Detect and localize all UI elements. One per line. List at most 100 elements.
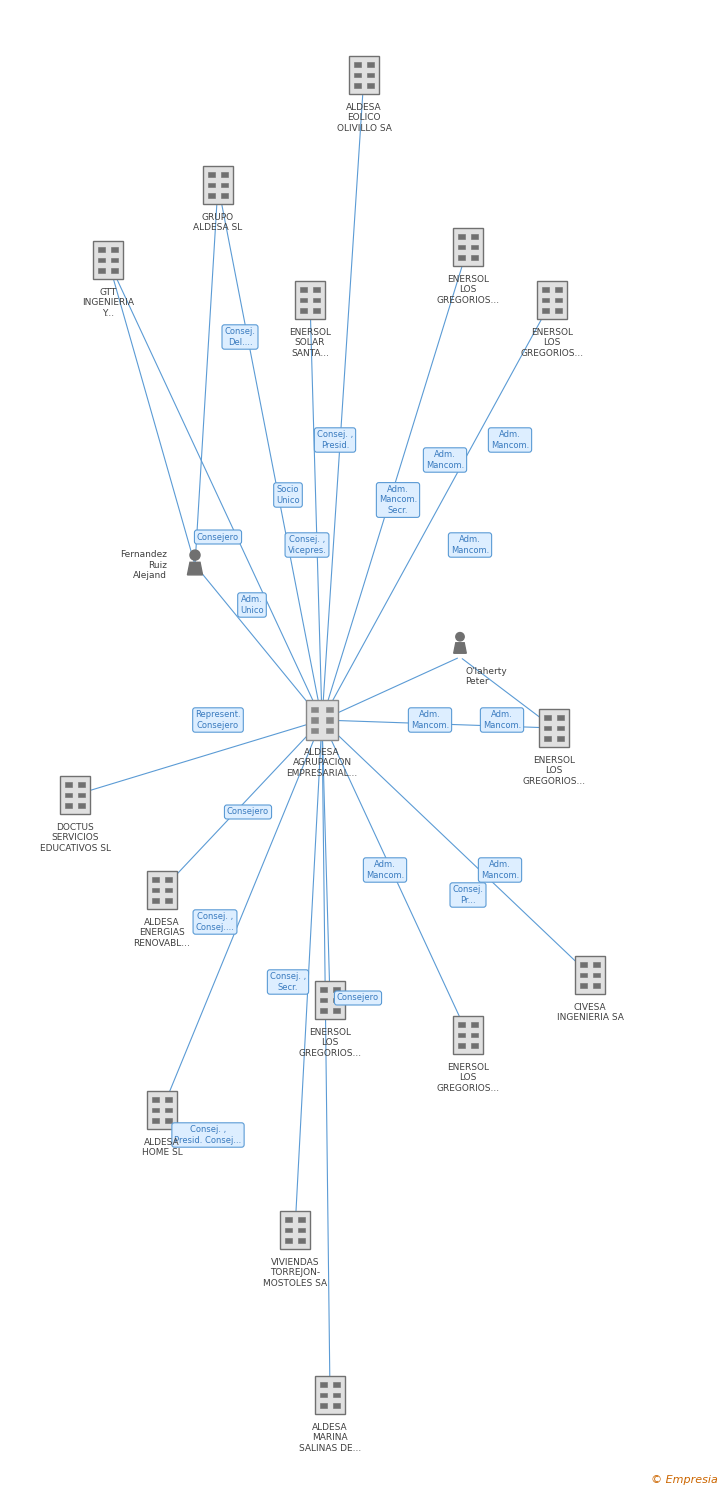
Text: GTT
INGENIERIA
Y...: GTT INGENIERIA Y... xyxy=(82,288,134,318)
FancyBboxPatch shape xyxy=(315,1376,345,1414)
FancyBboxPatch shape xyxy=(471,1042,478,1047)
FancyBboxPatch shape xyxy=(60,776,90,814)
FancyBboxPatch shape xyxy=(152,888,159,892)
FancyBboxPatch shape xyxy=(152,1107,159,1113)
FancyBboxPatch shape xyxy=(458,255,464,260)
FancyBboxPatch shape xyxy=(354,72,360,78)
FancyBboxPatch shape xyxy=(320,1383,327,1388)
FancyBboxPatch shape xyxy=(111,248,118,252)
Text: VIVIENDAS
TORREJON-
MOSTOLES SA: VIVIENDAS TORREJON- MOSTOLES SA xyxy=(263,1258,327,1288)
FancyBboxPatch shape xyxy=(208,183,215,188)
Text: ENERSOL
LOS
GREGORIOS...: ENERSOL LOS GREGORIOS... xyxy=(521,328,584,358)
FancyBboxPatch shape xyxy=(555,308,562,312)
FancyBboxPatch shape xyxy=(165,1098,172,1102)
Text: Consej. ,
Presid.: Consej. , Presid. xyxy=(317,430,353,450)
FancyBboxPatch shape xyxy=(298,1218,305,1222)
FancyBboxPatch shape xyxy=(79,802,85,807)
FancyBboxPatch shape xyxy=(152,1098,159,1102)
FancyBboxPatch shape xyxy=(453,1016,483,1054)
FancyBboxPatch shape xyxy=(320,998,327,1002)
FancyBboxPatch shape xyxy=(280,1210,310,1249)
FancyBboxPatch shape xyxy=(593,982,600,987)
FancyBboxPatch shape xyxy=(221,172,228,177)
Text: Adm.
Mancom.: Adm. Mancom. xyxy=(481,861,519,879)
FancyBboxPatch shape xyxy=(333,1008,340,1013)
FancyBboxPatch shape xyxy=(221,183,228,188)
FancyBboxPatch shape xyxy=(471,1032,478,1038)
FancyBboxPatch shape xyxy=(312,717,318,723)
FancyBboxPatch shape xyxy=(453,228,483,266)
FancyBboxPatch shape xyxy=(580,963,587,968)
FancyBboxPatch shape xyxy=(165,878,172,882)
FancyBboxPatch shape xyxy=(354,63,360,68)
Text: Fernandez
Ruiz
Alejand: Fernandez Ruiz Alejand xyxy=(120,550,167,580)
Polygon shape xyxy=(454,642,467,654)
FancyBboxPatch shape xyxy=(558,736,564,741)
FancyBboxPatch shape xyxy=(312,706,318,712)
Text: CIVESA
INGENIERIA SA: CIVESA INGENIERIA SA xyxy=(557,1004,623,1023)
FancyBboxPatch shape xyxy=(312,728,318,734)
Text: O'laherty
Peter: O'laherty Peter xyxy=(465,668,507,687)
FancyBboxPatch shape xyxy=(471,255,478,260)
FancyBboxPatch shape xyxy=(165,1107,172,1113)
Text: Socio
Unico: Socio Unico xyxy=(276,486,300,504)
Text: Consej. ,
Secr.: Consej. , Secr. xyxy=(270,972,306,992)
FancyBboxPatch shape xyxy=(285,1238,292,1242)
Text: Represent.
Consejero: Represent. Consejero xyxy=(195,711,241,729)
FancyBboxPatch shape xyxy=(558,726,564,730)
Text: ALDESA
ENERGIAS
RENOVABL...: ALDESA ENERGIAS RENOVABL... xyxy=(133,918,191,948)
FancyBboxPatch shape xyxy=(575,956,605,994)
FancyBboxPatch shape xyxy=(542,288,549,292)
FancyBboxPatch shape xyxy=(315,981,345,1018)
FancyBboxPatch shape xyxy=(471,244,478,249)
FancyBboxPatch shape xyxy=(313,308,320,312)
FancyBboxPatch shape xyxy=(165,888,172,892)
FancyBboxPatch shape xyxy=(544,736,550,741)
FancyBboxPatch shape xyxy=(313,297,320,303)
FancyBboxPatch shape xyxy=(98,268,105,273)
Text: Adm.
Mancom.: Adm. Mancom. xyxy=(426,450,464,470)
FancyBboxPatch shape xyxy=(333,987,340,992)
FancyBboxPatch shape xyxy=(458,234,464,238)
Circle shape xyxy=(190,550,200,560)
FancyBboxPatch shape xyxy=(333,1402,340,1407)
FancyBboxPatch shape xyxy=(354,82,360,87)
FancyBboxPatch shape xyxy=(298,1238,305,1242)
FancyBboxPatch shape xyxy=(147,1090,177,1130)
FancyBboxPatch shape xyxy=(320,1392,327,1398)
FancyBboxPatch shape xyxy=(368,63,374,68)
Text: ENERSOL
LOS
GREGORIOS...: ENERSOL LOS GREGORIOS... xyxy=(437,1064,499,1094)
FancyBboxPatch shape xyxy=(65,802,71,807)
FancyBboxPatch shape xyxy=(306,700,338,740)
FancyBboxPatch shape xyxy=(537,280,567,320)
Text: Consej.
Del....: Consej. Del.... xyxy=(224,327,256,346)
Text: Adm.
Mancom.: Adm. Mancom. xyxy=(451,536,489,555)
FancyBboxPatch shape xyxy=(98,258,105,262)
FancyBboxPatch shape xyxy=(593,972,600,978)
FancyBboxPatch shape xyxy=(544,726,550,730)
FancyBboxPatch shape xyxy=(349,56,379,94)
Text: Adm.
Mancom.: Adm. Mancom. xyxy=(411,711,449,729)
FancyBboxPatch shape xyxy=(111,258,118,262)
FancyBboxPatch shape xyxy=(542,308,549,312)
Text: Consejero: Consejero xyxy=(227,807,269,816)
Text: Adm.
Mancom.
Secr.: Adm. Mancom. Secr. xyxy=(379,484,417,514)
FancyBboxPatch shape xyxy=(79,783,85,788)
Text: Adm.
Mancom.: Adm. Mancom. xyxy=(491,430,529,450)
FancyBboxPatch shape xyxy=(558,716,564,720)
FancyBboxPatch shape xyxy=(458,1023,464,1028)
Text: ENERSOL
LOS
GREGORIOS...: ENERSOL LOS GREGORIOS... xyxy=(523,756,585,786)
FancyBboxPatch shape xyxy=(542,297,549,303)
Text: Consej.
Pr...: Consej. Pr... xyxy=(453,885,483,904)
FancyBboxPatch shape xyxy=(325,728,333,734)
FancyBboxPatch shape xyxy=(333,1392,340,1398)
FancyBboxPatch shape xyxy=(208,194,215,198)
FancyBboxPatch shape xyxy=(300,288,306,292)
FancyBboxPatch shape xyxy=(325,717,333,723)
FancyBboxPatch shape xyxy=(298,1227,305,1233)
Text: GRUPO
ALDESA SL: GRUPO ALDESA SL xyxy=(194,213,242,232)
Polygon shape xyxy=(187,562,202,574)
FancyBboxPatch shape xyxy=(221,194,228,198)
FancyBboxPatch shape xyxy=(152,878,159,882)
FancyBboxPatch shape xyxy=(152,1118,159,1122)
